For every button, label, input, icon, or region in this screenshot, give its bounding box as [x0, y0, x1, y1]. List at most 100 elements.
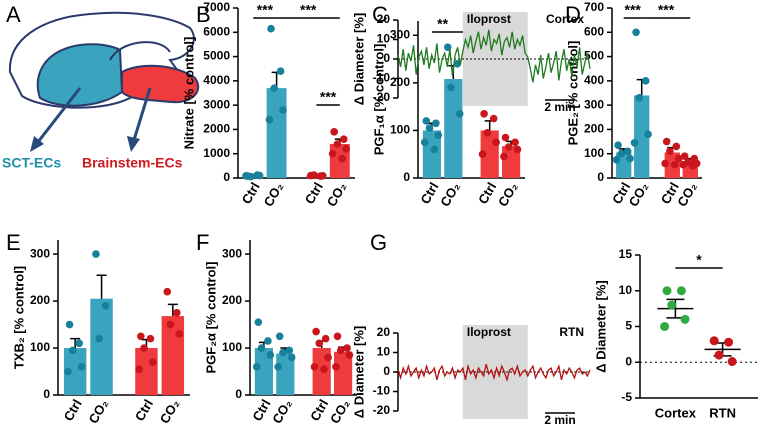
significance-label: **	[437, 16, 448, 32]
panel-label: A	[6, 2, 21, 27]
data-point	[140, 344, 148, 352]
brainstem-region	[121, 64, 200, 104]
y-tick-label: 300	[584, 97, 604, 111]
scale-bar-label: 2 min	[544, 100, 575, 114]
x-tick-label: CO₂	[269, 397, 295, 427]
data-point	[166, 320, 175, 329]
data-point	[336, 346, 345, 355]
data-point	[318, 172, 327, 180]
significance-label: ***	[625, 2, 642, 18]
data-point	[255, 171, 264, 180]
data-point	[77, 363, 86, 371]
trace	[397, 363, 591, 383]
y-tick-label: 10	[377, 32, 391, 46]
bar	[444, 79, 463, 178]
data-point	[672, 142, 681, 151]
data-point	[455, 109, 464, 118]
data-point	[135, 365, 144, 373]
y-tick-label: 200	[222, 293, 242, 307]
data-point	[511, 138, 519, 147]
data-point	[275, 332, 284, 341]
data-point	[279, 348, 287, 357]
panel-label: G	[370, 230, 387, 255]
data-point	[285, 346, 294, 355]
data-point	[149, 358, 157, 366]
y-tick-label: 0	[625, 354, 632, 368]
y-tick-label: -10	[373, 71, 391, 85]
trace-title: Cortex	[546, 12, 584, 26]
data-point	[641, 77, 650, 85]
data-point	[727, 357, 737, 367]
bar	[254, 348, 274, 395]
data-point	[342, 145, 350, 153]
data-point	[332, 363, 340, 371]
data-point	[287, 353, 296, 362]
data-point	[630, 138, 639, 147]
panel-label: C	[372, 2, 388, 27]
data-point	[660, 322, 670, 331]
y-tick-label: 10	[619, 283, 633, 297]
bar	[161, 316, 185, 395]
data-point	[679, 160, 687, 169]
data-point	[443, 43, 452, 51]
diagram-label: Brainstem-ECs	[82, 155, 183, 171]
data-point	[662, 286, 672, 296]
bar	[63, 348, 87, 395]
data-point	[709, 336, 719, 346]
bar	[90, 298, 113, 395]
bar	[276, 353, 295, 395]
data-point	[279, 106, 287, 114]
data-point	[242, 172, 250, 180]
trace-title: RTN	[559, 325, 584, 339]
x-tick-label: Cortex	[655, 405, 697, 420]
data-point	[75, 339, 83, 348]
y-tick-label: 15	[619, 247, 633, 261]
y-tick-label: 3000	[203, 97, 230, 111]
data-point	[343, 344, 351, 352]
data-point	[310, 363, 319, 371]
y-tick-label: 0	[223, 170, 230, 184]
data-point	[64, 367, 72, 376]
y-tick-label: 200	[30, 293, 50, 307]
y-tick-label: 100	[222, 340, 242, 354]
data-point	[265, 115, 274, 124]
y-tick-label: 6000	[203, 24, 230, 38]
brain-diagram: SCT-ECs Brainstem-ECs	[2, 11, 200, 171]
x-tick-label: CO₂	[157, 397, 183, 427]
y-tick-label: 4000	[203, 73, 230, 87]
bar	[333, 351, 353, 395]
data-point	[617, 149, 626, 158]
x-tick-label: CO₂	[86, 397, 112, 427]
data-point	[339, 135, 348, 143]
y-axis-label: Δ Diameter [%]	[351, 326, 366, 418]
y-axis-label: Δ Diameter [%]	[351, 13, 366, 105]
data-point	[315, 339, 324, 348]
data-point	[667, 300, 677, 310]
significance-label: ***	[300, 2, 317, 18]
data-point	[666, 147, 674, 156]
y-tick-label: 7000	[203, 0, 230, 14]
y-tick-label: 200	[390, 75, 410, 89]
panel-label: E	[6, 230, 21, 255]
data-point	[489, 114, 498, 123]
data-point	[264, 337, 272, 345]
data-point	[504, 143, 513, 151]
data-point	[447, 83, 455, 92]
x-tick-label: CO₂	[261, 180, 287, 210]
data-point	[101, 301, 110, 310]
data-point	[662, 137, 671, 146]
scale-bar-label: 2 min	[544, 413, 575, 427]
panel-label: B	[196, 2, 211, 27]
data-point	[614, 141, 622, 150]
data-point	[430, 145, 439, 154]
data-point	[252, 363, 261, 371]
data-point	[422, 117, 431, 125]
data-point	[338, 154, 346, 163]
data-point	[661, 159, 669, 168]
data-point	[333, 332, 342, 341]
y-tick-label: 100	[30, 340, 50, 354]
data-point	[420, 138, 429, 147]
data-point	[175, 330, 184, 338]
data-point	[68, 346, 77, 355]
